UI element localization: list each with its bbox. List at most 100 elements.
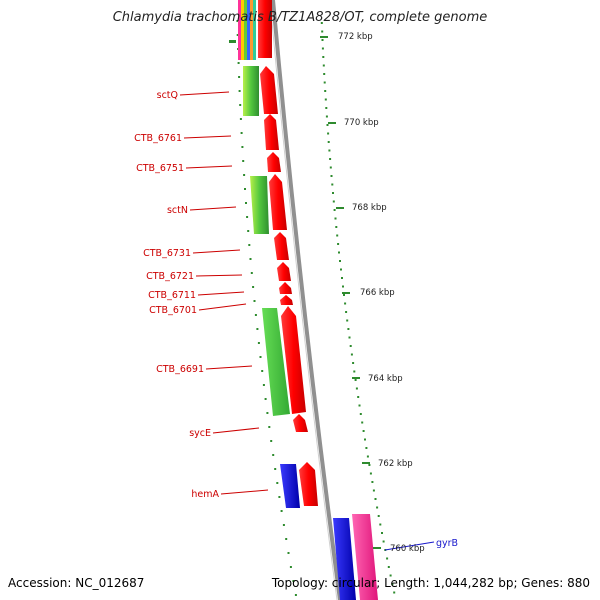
inner-tick-dot bbox=[238, 76, 241, 78]
inner-tick-dot bbox=[280, 510, 283, 512]
inner-tick-dot bbox=[287, 552, 290, 554]
outer-tick-dot bbox=[381, 532, 383, 534]
inner-tick-dot bbox=[253, 300, 256, 302]
inner-tick-dot bbox=[236, 20, 239, 22]
gene-CTB_6731 bbox=[274, 232, 289, 260]
inner-tick-dot bbox=[282, 524, 285, 526]
outer-tick-dot bbox=[389, 574, 392, 577]
outer-tick-dot bbox=[342, 285, 344, 288]
kbp-label-768: 768 kbp bbox=[352, 203, 387, 213]
kbp-label-772: 772 kbp bbox=[338, 32, 373, 42]
inner-tick-dot bbox=[239, 118, 242, 120]
accession-text: Accession: NC_012687 bbox=[8, 576, 145, 590]
outer-tick-dot bbox=[321, 47, 324, 50]
outer-tick-dot bbox=[333, 209, 336, 211]
gene-label-hemA: hemA bbox=[191, 489, 219, 500]
outer-tick-dot bbox=[327, 141, 330, 143]
outer-tick-dot bbox=[357, 396, 360, 398]
gene-label-CTB_6761: CTB_6761 bbox=[134, 133, 182, 144]
gene-sctN-reverse bbox=[250, 176, 269, 234]
outer-tick-dot bbox=[321, 39, 324, 41]
gene-CTB_6691-forward bbox=[281, 306, 306, 414]
inner-tick-dot bbox=[266, 412, 269, 414]
inner-tick-marks bbox=[236, 20, 297, 596]
outer-tick-dot bbox=[334, 217, 337, 220]
gene-gyrB-blue bbox=[333, 518, 356, 600]
outer-tick-dot bbox=[323, 73, 326, 75]
gene-label-sctQ: sctQ bbox=[157, 90, 178, 101]
outer-tick-dot bbox=[323, 81, 326, 84]
outer-tick-dot bbox=[372, 489, 375, 492]
outer-tick-dot bbox=[377, 515, 380, 517]
outer-tick-dot bbox=[376, 506, 379, 509]
outer-tick-dot bbox=[332, 192, 334, 194]
inner-tick-dot bbox=[245, 202, 247, 204]
outer-tick-dot bbox=[330, 175, 333, 177]
inner-tick-dot bbox=[239, 104, 242, 106]
outer-tick-dot bbox=[339, 260, 341, 262]
gene-CTB_6751 bbox=[267, 152, 281, 172]
outer-tick-dot bbox=[322, 56, 325, 58]
kbp-label-764: 764 kbp bbox=[368, 374, 403, 384]
outer-tick-dot bbox=[352, 362, 355, 364]
outer-tick-dot bbox=[320, 22, 323, 24]
outer-tick-dot bbox=[347, 328, 350, 330]
inner-tick-dot bbox=[276, 482, 279, 484]
outer-tick-dot bbox=[324, 98, 327, 101]
inner-tick-dot bbox=[261, 370, 264, 372]
outer-tick-dot bbox=[343, 294, 345, 296]
kbp-label-766: 766 kbp bbox=[360, 288, 395, 298]
inner-tick-dot bbox=[250, 272, 253, 274]
inner-tick-dot bbox=[249, 258, 252, 260]
outer-tick-dot bbox=[368, 464, 371, 466]
gene-CTB_6701 bbox=[280, 295, 293, 305]
inner-tick-dot bbox=[246, 216, 249, 218]
outer-tick-dot bbox=[329, 158, 332, 160]
genome-backbone bbox=[271, 0, 342, 600]
gene-label-sctN: sctN bbox=[167, 205, 188, 216]
outer-tick-dot bbox=[346, 319, 349, 322]
gene-CTB_6721 bbox=[277, 262, 291, 281]
inner-tick-dot bbox=[274, 468, 277, 470]
inner-tick-dot bbox=[248, 244, 251, 246]
inner-tick-dot bbox=[238, 90, 241, 92]
outer-tick-dot bbox=[371, 481, 374, 483]
outer-tick-dot bbox=[326, 124, 329, 126]
outer-tick-dot bbox=[369, 472, 372, 475]
inner-tick-dot bbox=[240, 132, 243, 134]
outer-tick-dot bbox=[348, 336, 351, 339]
gene-label-sycE: sycE bbox=[189, 428, 211, 439]
outer-tick-dot bbox=[364, 438, 366, 441]
outer-tick-marks bbox=[320, 22, 396, 594]
gene-label-CTB_6691: CTB_6691 bbox=[156, 364, 204, 375]
outer-tick-dot bbox=[354, 379, 357, 381]
outer-tick-dot bbox=[365, 447, 368, 449]
outer-tick-dot bbox=[387, 566, 390, 568]
inner-tick-dot bbox=[242, 160, 245, 162]
gene-sctQ-reverse bbox=[243, 66, 259, 116]
inner-tick-dot bbox=[262, 384, 265, 386]
inner-tick-dot bbox=[259, 356, 262, 358]
gene-gyrB-pink bbox=[352, 514, 378, 600]
kbp-label-762: 762 kbp bbox=[378, 459, 413, 469]
genome-summary-text: Topology: circular; Length: 1,044,282 bp… bbox=[271, 576, 590, 590]
inner-tick-dot bbox=[254, 314, 257, 316]
gene-hemA-forward bbox=[299, 462, 318, 506]
outer-tick-dot bbox=[349, 345, 352, 347]
inner-tick-dot bbox=[243, 174, 246, 176]
map-title: Chlamydia trachomatis B/TZ1A828/OT, comp… bbox=[112, 10, 488, 25]
outer-tick-dot bbox=[359, 413, 362, 415]
kbp-label-760: 760 kbp bbox=[390, 544, 425, 554]
gene-sctQ-forward bbox=[260, 66, 278, 114]
inner-tick-dot bbox=[268, 426, 271, 428]
kbp-tick-labels: 772 kbp 770 kbp 768 kbp 766 kbp 764 kbp … bbox=[320, 32, 425, 554]
inner-tick-dot bbox=[272, 454, 275, 456]
outer-tick-dot bbox=[329, 166, 332, 169]
gene-label-gyrB: gyrB bbox=[436, 538, 458, 549]
outer-tick-dot bbox=[328, 149, 331, 152]
inner-tick-dot bbox=[252, 286, 255, 288]
outer-tick-dot bbox=[350, 353, 353, 356]
inner-tick-dot bbox=[285, 538, 288, 540]
gene-labels: sctQ CTB_6761 CTB_6751 sctN CTB_6731 CTB… bbox=[134, 90, 458, 549]
